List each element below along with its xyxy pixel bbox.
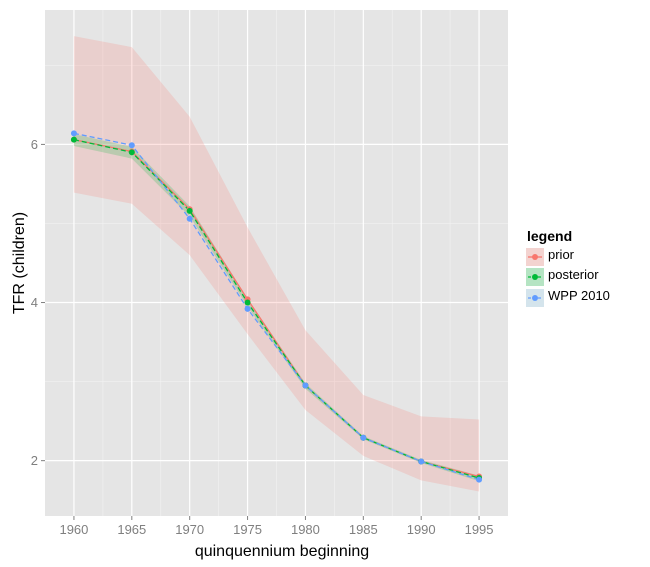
point-wpp-2010	[128, 142, 135, 149]
x-tick-label: 1995	[465, 522, 494, 537]
y-tick-labels: 2 4 6	[31, 137, 38, 468]
point-wpp-2010	[476, 476, 483, 483]
legend-label-wpp-2010: WPP 2010	[548, 288, 610, 303]
y-tick-label: 2	[31, 453, 38, 468]
x-axis-title: quinquennium beginning	[195, 543, 369, 560]
point-posterior	[186, 207, 193, 214]
x-tick-label: 1965	[117, 522, 146, 537]
point-posterior	[128, 149, 135, 156]
point-wpp-2010	[418, 458, 425, 465]
x-tick-label: 1990	[407, 522, 436, 537]
legend-keys	[526, 248, 544, 307]
legend: legend prior posterior WPP 2010	[526, 228, 610, 307]
line-wpp-2010	[73, 132, 480, 481]
minor-grid	[45, 10, 508, 516]
point-wpp-2010	[244, 305, 251, 312]
point-wpp-2010	[302, 382, 309, 389]
x-tick-label: 1960	[59, 522, 88, 537]
point-posterior	[244, 299, 251, 306]
axis-ticks	[41, 143, 480, 520]
legend-label-posterior: posterior	[548, 267, 599, 282]
y-tick-label: 4	[31, 295, 38, 310]
x-tick-label: 1985	[349, 522, 378, 537]
major-grid	[45, 10, 508, 516]
legend-key-point-wpp-2010	[532, 295, 538, 301]
legend-label-prior: prior	[548, 247, 575, 262]
legend-key-point-prior	[532, 254, 538, 260]
line-posterior	[73, 139, 480, 479]
series-lines	[73, 132, 480, 481]
x-tick-label: 1970	[175, 522, 204, 537]
band-prior	[73, 36, 480, 492]
x-tick-labels: 1960 1965 1970 1975 1980 1985 1990 1995	[59, 522, 493, 537]
x-tick-label: 1975	[233, 522, 262, 537]
point-wpp-2010	[186, 215, 193, 222]
point-posterior	[70, 136, 77, 143]
x-tick-label: 1980	[291, 522, 320, 537]
legend-key-point-posterior	[532, 274, 538, 280]
point-wpp-2010	[360, 434, 367, 441]
y-axis-title: TFR (children)	[11, 212, 28, 314]
legend-title: legend	[527, 228, 572, 244]
series-points	[70, 130, 483, 483]
uncertainty-bands	[73, 36, 480, 492]
point-wpp-2010	[70, 130, 77, 137]
y-tick-label: 6	[31, 137, 38, 152]
